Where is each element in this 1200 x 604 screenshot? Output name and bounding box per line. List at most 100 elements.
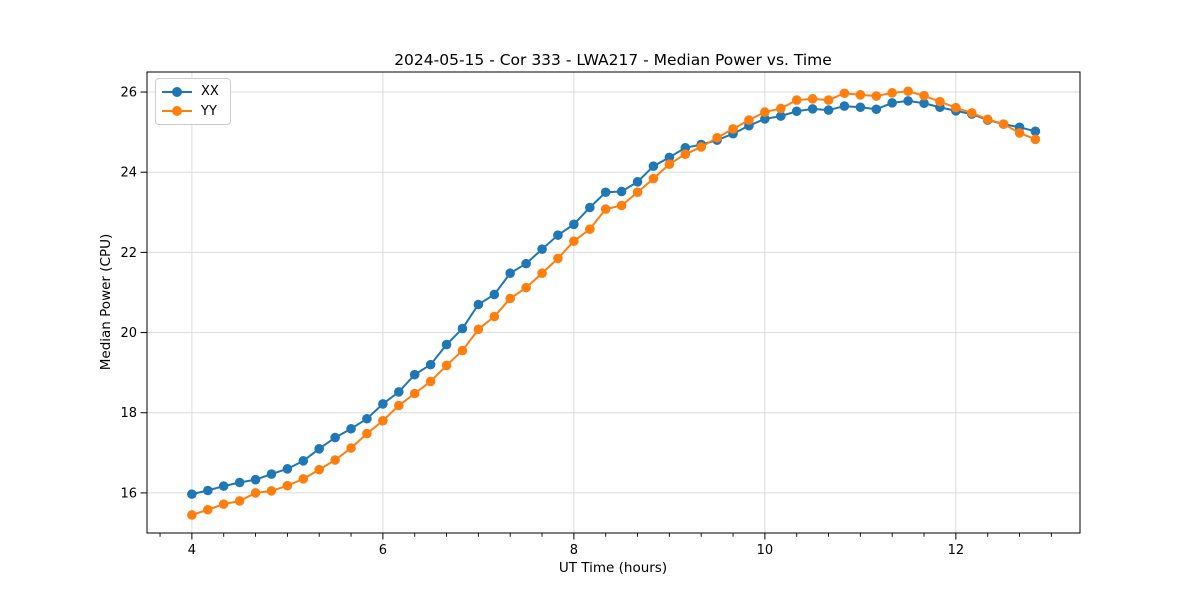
data-point (1030, 134, 1041, 145)
data-point (441, 360, 452, 371)
y-tick-label: 16 (120, 486, 137, 501)
data-point (330, 455, 340, 465)
data-point (314, 444, 324, 454)
xx-line-marker-swatch (162, 86, 192, 97)
data-point (537, 244, 547, 254)
data-point (187, 489, 197, 499)
data-point (457, 323, 468, 334)
data-point (234, 496, 245, 506)
data-point (1030, 126, 1041, 137)
plot-border (146, 71, 1081, 534)
data-point (203, 504, 213, 515)
data-point (282, 480, 293, 491)
data-point (537, 268, 547, 279)
data-point (457, 345, 468, 356)
data-point (600, 187, 611, 198)
y-tick-label: 24 (120, 166, 137, 181)
data-point (234, 477, 245, 488)
data-point (489, 311, 500, 322)
data-point (871, 91, 882, 101)
data-point (616, 200, 627, 211)
data-point (505, 293, 515, 304)
data-point (346, 443, 356, 453)
data-point (1014, 128, 1025, 138)
data-point (203, 485, 213, 496)
data-point (855, 102, 866, 113)
data-point (982, 114, 993, 125)
data-point (903, 96, 913, 106)
data-point (378, 415, 388, 426)
data-point (425, 376, 436, 387)
data-point (441, 339, 452, 350)
data-point (680, 149, 691, 159)
data-point (712, 132, 722, 143)
data-point (569, 219, 579, 230)
data-point (362, 413, 372, 424)
data-point (409, 369, 420, 380)
data-point (728, 124, 738, 134)
axis-ticks: 4 6 8 10 12 16 18 20 22 24 26 (120, 86, 1052, 558)
y-tick-label: 22 (120, 246, 137, 261)
data-point (298, 474, 309, 484)
data-point (521, 258, 531, 269)
data-point (473, 299, 484, 310)
y-tick-label: 20 (120, 326, 137, 341)
data-point (616, 186, 627, 197)
data-point (473, 324, 484, 335)
data-point (425, 359, 436, 370)
data-point (839, 101, 850, 111)
yy-line-marker-swatch (162, 106, 192, 117)
x-tick-label: 8 (570, 543, 578, 558)
data-point (760, 114, 770, 124)
data-point (632, 187, 643, 198)
data-point (823, 105, 834, 115)
data-point (791, 106, 802, 117)
x-tick-label: 6 (379, 543, 387, 558)
data-point (871, 104, 882, 115)
legend-label-yy: YY (201, 103, 217, 119)
data-point (791, 95, 802, 105)
x-tick-label: 4 (188, 543, 196, 558)
data-point (951, 102, 961, 113)
data-point (776, 103, 786, 114)
y-tick-label: 18 (120, 406, 137, 421)
data-point (250, 474, 261, 485)
data-point (967, 108, 977, 118)
data-point (935, 96, 945, 107)
data-point (250, 488, 261, 498)
data-point (505, 268, 515, 279)
data-point (266, 486, 277, 496)
data-point (823, 95, 834, 105)
data-point (760, 107, 770, 117)
data-point (218, 499, 229, 509)
data-point (266, 469, 277, 479)
x-tick-label: 10 (757, 543, 774, 558)
legend-item-yy: YY (162, 102, 224, 120)
data-point (521, 282, 531, 293)
data-point (600, 204, 611, 214)
data-point (696, 142, 706, 152)
data-series (187, 86, 1041, 520)
legend: XX YY (155, 78, 231, 125)
data-point (489, 289, 500, 300)
chart-title: 2024-05-15 - Cor 333 - LWA217 - Median P… (394, 51, 832, 69)
data-point (218, 481, 229, 491)
data-point (664, 152, 675, 163)
data-point (409, 388, 420, 399)
data-point (553, 253, 563, 264)
data-point (282, 464, 293, 474)
data-point (807, 94, 818, 104)
x-tick-label: 12 (948, 543, 965, 558)
data-point (839, 88, 850, 99)
data-point (903, 86, 913, 97)
data-point (744, 115, 754, 125)
yy-marker-dot (172, 106, 182, 117)
xx-marker-dot (172, 86, 182, 97)
data-point (553, 230, 563, 240)
data-point (776, 111, 786, 121)
data-point (887, 98, 897, 108)
data-point (632, 177, 643, 187)
data-point (664, 159, 675, 169)
